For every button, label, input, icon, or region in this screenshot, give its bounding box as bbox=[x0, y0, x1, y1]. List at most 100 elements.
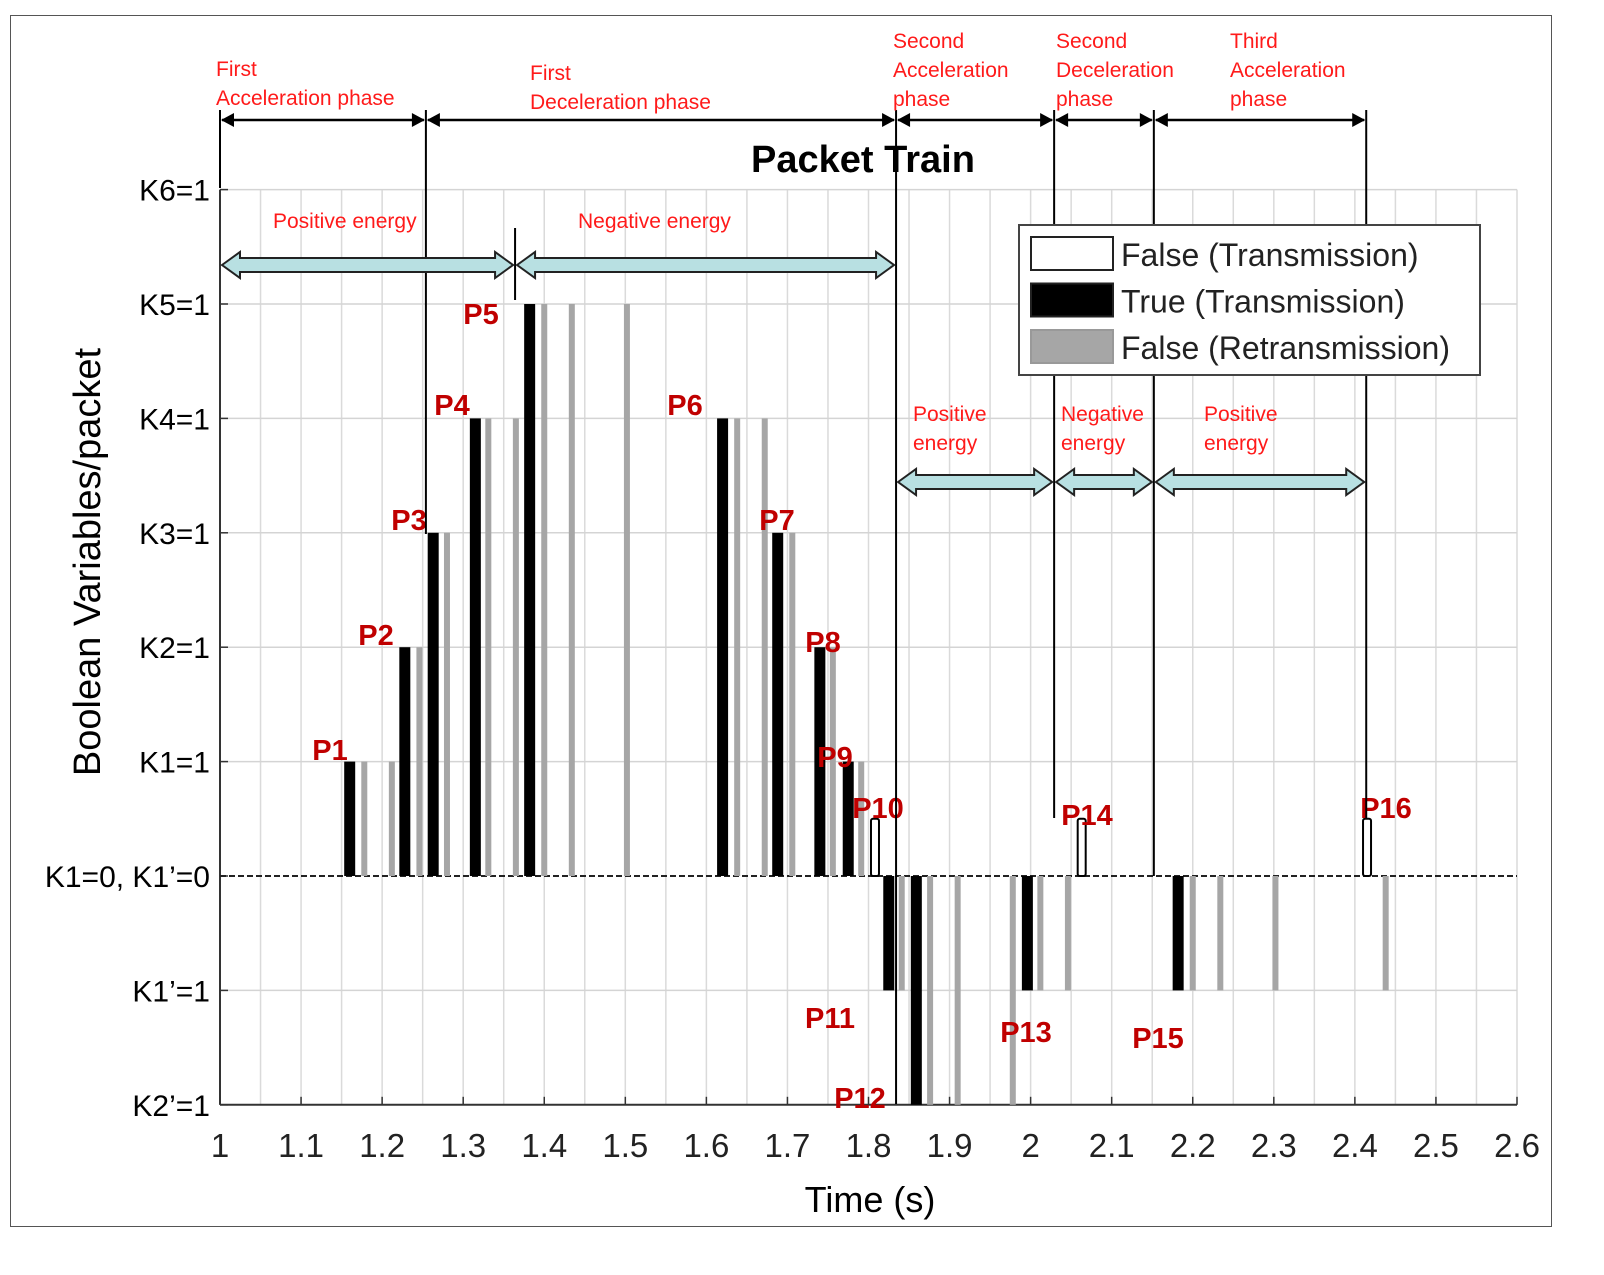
bar-false-retransmission bbox=[1189, 876, 1196, 991]
energy-arrow bbox=[220, 250, 515, 280]
bar-true-transmission bbox=[883, 876, 895, 991]
y-tick-label: K4=1 bbox=[139, 403, 210, 436]
x-tick-label: 1.7 bbox=[765, 1127, 811, 1164]
packet-label: P6 bbox=[667, 390, 702, 422]
phase-label: phase bbox=[1230, 88, 1287, 111]
bar-false-retransmission bbox=[829, 647, 836, 876]
energy-arrow bbox=[515, 250, 896, 280]
bar-false-retransmission bbox=[1382, 876, 1389, 991]
bar-false-retransmission bbox=[443, 532, 450, 876]
phase-label: Second bbox=[893, 30, 964, 53]
energy-arrow bbox=[896, 467, 1054, 497]
y-tick-label: K1=1 bbox=[139, 747, 210, 780]
bar-true-transmission bbox=[842, 761, 854, 876]
legend-label: False (Transmission) bbox=[1121, 237, 1419, 273]
packet-label: P8 bbox=[805, 627, 840, 659]
phase-label: Third bbox=[1230, 30, 1278, 53]
legend-swatch bbox=[1030, 236, 1114, 271]
x-tick-label: 2.1 bbox=[1089, 1127, 1135, 1164]
legend-swatch bbox=[1030, 282, 1114, 318]
packet-label: P16 bbox=[1360, 793, 1412, 825]
bar-false-retransmission bbox=[789, 532, 796, 876]
packet-label: P13 bbox=[1000, 1017, 1052, 1049]
phase-label: Acceleration phase bbox=[216, 87, 395, 110]
y-tick-label: K1=0, K1’=0 bbox=[45, 861, 210, 894]
bar-false-retransmission bbox=[361, 761, 368, 876]
bar-true-transmission bbox=[427, 532, 439, 876]
bar-true-transmission bbox=[772, 532, 784, 876]
energy-label: Positive bbox=[1204, 403, 1278, 426]
arrowhead-icon bbox=[1055, 113, 1069, 127]
bar-false-retransmission bbox=[623, 304, 630, 876]
packet-label: P15 bbox=[1132, 1023, 1184, 1055]
packet-label: P7 bbox=[759, 505, 794, 537]
bar-false-transmission bbox=[1362, 817, 1373, 877]
phase-label: Acceleration bbox=[1230, 59, 1346, 82]
x-tick-label: 2.4 bbox=[1332, 1127, 1378, 1164]
legend-label: True (Transmission) bbox=[1121, 284, 1405, 320]
energy-label: Positive bbox=[913, 403, 987, 426]
bar-false-retransmission bbox=[1037, 876, 1044, 991]
legend-swatch bbox=[1030, 329, 1114, 364]
bar-false-retransmission bbox=[1064, 876, 1071, 991]
packet-label: P12 bbox=[834, 1083, 886, 1115]
figure-frame bbox=[10, 15, 1552, 1227]
arrowhead-icon bbox=[882, 113, 896, 127]
x-tick-label: 2.6 bbox=[1494, 1127, 1540, 1164]
bar-false-retransmission bbox=[1272, 876, 1279, 991]
packet-label: P4 bbox=[434, 390, 469, 422]
bar-false-retransmission bbox=[416, 647, 423, 876]
x-tick-label: 1.9 bbox=[927, 1127, 973, 1164]
phase-label: First bbox=[530, 62, 571, 85]
x-tick-label: 1.5 bbox=[602, 1127, 648, 1164]
x-tick-label: 2.3 bbox=[1251, 1127, 1297, 1164]
arrowhead-icon bbox=[1139, 113, 1153, 127]
phase-label: First bbox=[216, 58, 257, 81]
bar-true-transmission bbox=[469, 418, 481, 876]
phase-label: Acceleration bbox=[893, 59, 1009, 82]
legend-label: False (Retransmission) bbox=[1121, 330, 1450, 366]
bar-false-transmission bbox=[1076, 817, 1087, 877]
x-tick-label: 1.2 bbox=[359, 1127, 405, 1164]
bar-true-transmission bbox=[1021, 876, 1033, 991]
x-tick-label: 2.2 bbox=[1170, 1127, 1216, 1164]
bar-false-retransmission bbox=[927, 876, 934, 1105]
energy-label: energy bbox=[913, 432, 978, 455]
legend: False (Transmission) True (Transmission) F… bbox=[1018, 224, 1481, 376]
packet-label: P9 bbox=[817, 742, 852, 774]
y-tick-label: K2=1 bbox=[139, 632, 210, 665]
bar-false-retransmission bbox=[734, 418, 741, 876]
bar-true-transmission bbox=[910, 876, 922, 1105]
arrowhead-icon bbox=[1352, 113, 1366, 127]
chart-title: Packet Train bbox=[751, 139, 975, 181]
energy-label: energy bbox=[1204, 432, 1269, 455]
energy-label: Negative bbox=[1061, 403, 1144, 426]
bar-true-transmission bbox=[814, 647, 826, 876]
arrowhead-icon bbox=[426, 113, 440, 127]
bar-true-transmission bbox=[344, 761, 356, 876]
bar-false-retransmission bbox=[541, 304, 548, 876]
bar-false-retransmission bbox=[512, 418, 519, 876]
bar-false-retransmission bbox=[1217, 876, 1224, 991]
bar-false-retransmission bbox=[388, 761, 395, 876]
packet-label: P2 bbox=[358, 620, 393, 652]
energy-label: Negative energy bbox=[578, 210, 731, 233]
phase-label: phase bbox=[1056, 88, 1113, 111]
bar-true-transmission bbox=[1172, 876, 1184, 991]
bar-false-retransmission bbox=[954, 876, 961, 1105]
x-tick-label: 1.3 bbox=[440, 1127, 486, 1164]
packet-label: P5 bbox=[463, 299, 498, 331]
energy-label: Positive energy bbox=[273, 210, 417, 233]
bar-false-retransmission bbox=[898, 876, 905, 991]
energy-arrow bbox=[1154, 467, 1366, 497]
bar-false-transmission bbox=[869, 817, 880, 877]
bar-false-retransmission bbox=[1009, 876, 1016, 1105]
x-axis-title: Time (s) bbox=[805, 1179, 936, 1220]
phase-label: phase bbox=[893, 88, 950, 111]
energy-label: energy bbox=[1061, 432, 1126, 455]
bar-false-retransmission bbox=[858, 761, 865, 876]
y-tick-label: K6=1 bbox=[139, 175, 210, 208]
y-tick-label: K1’=1 bbox=[132, 975, 210, 1008]
bar-false-retransmission bbox=[761, 418, 768, 876]
y-axis-title: Boolean Variables/packet bbox=[67, 347, 109, 776]
